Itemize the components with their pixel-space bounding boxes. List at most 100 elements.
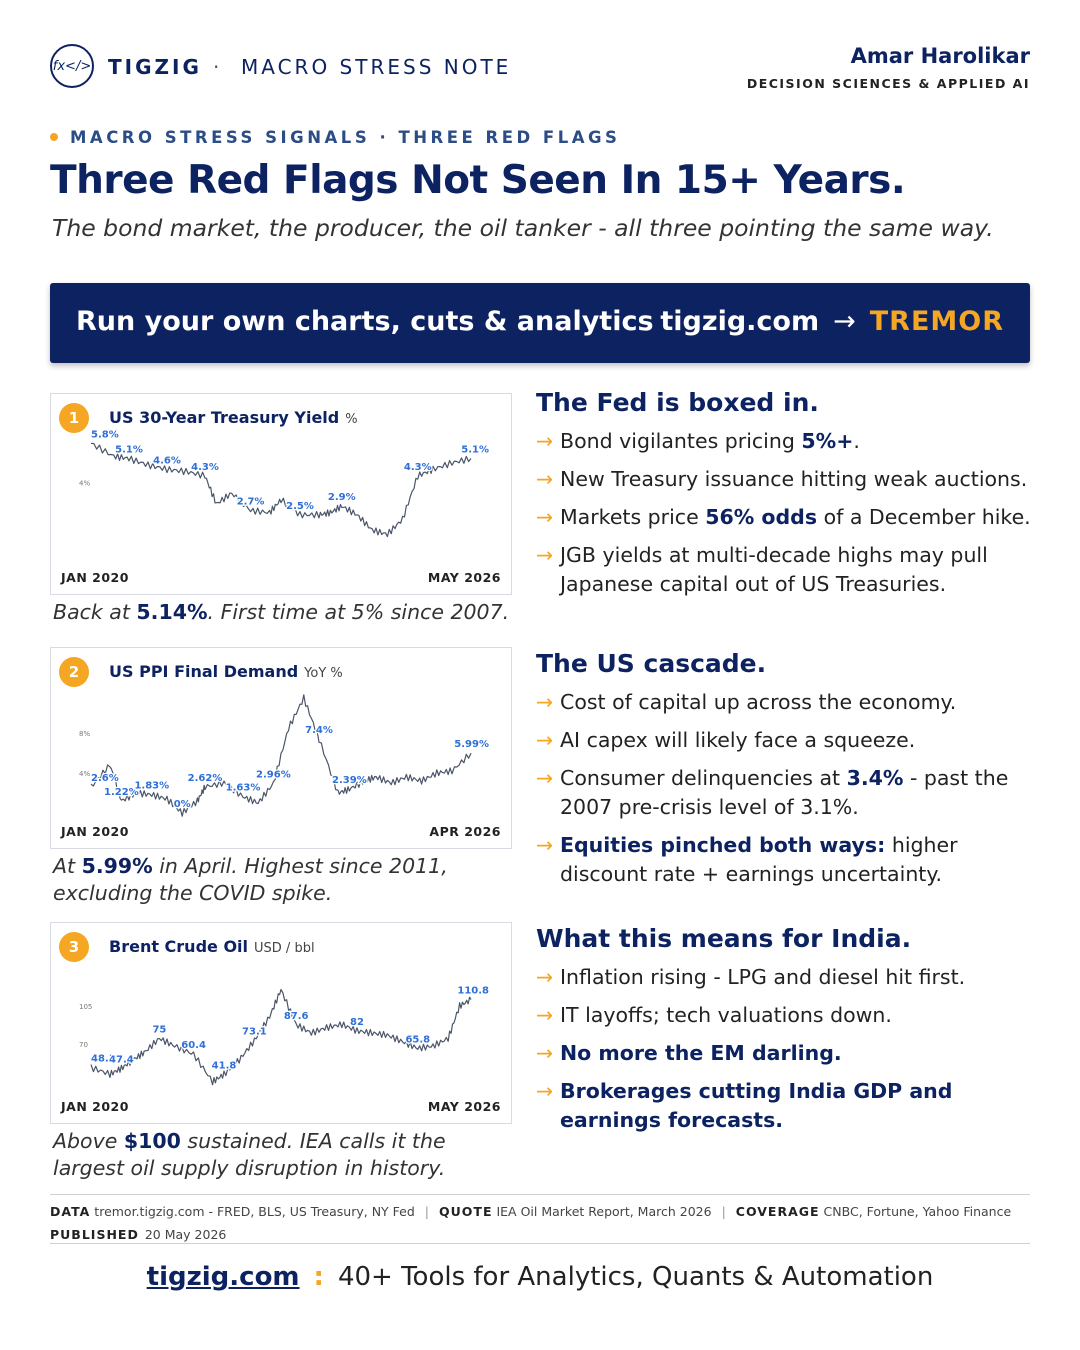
- data-label: 1.22%: [104, 787, 139, 798]
- section-title: The Fed is boxed in.: [536, 388, 819, 417]
- chart-end-date: MAY 2026: [427, 1099, 501, 1114]
- bullet-item: → No more the EM darling.: [536, 1039, 1036, 1068]
- data-label: 7.4%: [305, 725, 333, 736]
- chart-title: US 30-Year Treasury Yield%: [109, 408, 358, 427]
- quote-label: QUOTE: [439, 1204, 493, 1219]
- section-fed: The Fed is boxed in. → Bond vigilantes pr…: [536, 388, 1036, 608]
- bullet-text: higher discount rate + earnings uncertai…: [560, 833, 958, 886]
- chart-title: US PPI Final Demand YoY %: [109, 662, 343, 681]
- data-label: 1.63%: [226, 783, 261, 794]
- data-label: 5.99%: [454, 739, 489, 750]
- data-label: 2.6%: [91, 773, 119, 784]
- data-label: 4.3%: [404, 462, 432, 473]
- data-label: 41.8: [212, 1060, 237, 1071]
- published-label: PUBLISHED: [50, 1227, 139, 1242]
- coverage-value: CNBC, Fortune, Yahoo Finance: [823, 1204, 1012, 1219]
- chart-unit: %: [345, 412, 358, 427]
- banner-text: Run your own charts, cuts & analytics: [76, 306, 654, 337]
- arrow-right-icon: →: [536, 467, 554, 491]
- bullet-text: JGB yields at multi-decade highs may pul…: [560, 543, 988, 596]
- bullet-item: → Consumer delinquencies at 3.4% - past t…: [536, 764, 1036, 822]
- caption-post: sustained. IEA calls it the largest oil …: [53, 1129, 446, 1180]
- data-label: 4.6%: [153, 455, 181, 466]
- section-us-cascade: The US cascade. → Cost of capital up acro…: [536, 649, 1036, 898]
- data-label: 4.3%: [191, 462, 219, 473]
- sources-line: DATA tremor.tigzig.com - FRED, BLS, US T…: [50, 1204, 1011, 1219]
- kicker-text: MACRO STRESS SIGNALS · THREE RED FLAGS: [70, 128, 621, 147]
- bullet-item: → Inflation rising - LPG and diesel hit f…: [536, 963, 1036, 992]
- coverage-label: COVERAGE: [735, 1204, 820, 1219]
- bullet-text: of a December hike.: [817, 505, 1031, 529]
- data-label: 75: [152, 1024, 166, 1035]
- bullet-item: → Cost of capital up across the economy.: [536, 688, 1036, 717]
- arrow-right-icon: →: [536, 766, 554, 790]
- bullet-text: AI capex will likely face a squeeze.: [560, 728, 916, 752]
- banner-link[interactable]: tigzig.com → TREMOR: [660, 306, 1004, 337]
- bullet-item: → Brokerages cutting India GDP and earnin…: [536, 1077, 1036, 1135]
- data-label: 2.7%: [237, 497, 265, 508]
- section-india: What this means for India. → Inflation ri…: [536, 924, 1036, 1144]
- chart-title-text: US 30-Year Treasury Yield: [109, 408, 340, 427]
- series-line: [90, 694, 472, 817]
- data-label: 110.8: [457, 986, 489, 997]
- cta-banner[interactable]: Run your own charts, cuts & analytics ti…: [50, 283, 1030, 363]
- bullet-item: → Bond vigilantes pricing 5%+.: [536, 427, 1036, 456]
- published-date: 20 May 2026: [144, 1227, 227, 1242]
- bullet-item: → AI capex will likely face a squeeze.: [536, 726, 1036, 755]
- caption-bold: 5.14%: [136, 600, 208, 624]
- data-label: DATA: [50, 1204, 91, 1219]
- chart-unit: YoY %: [304, 666, 343, 681]
- note-type: MACRO STRESS NOTE: [241, 55, 512, 79]
- bullet-text: Bond vigilantes pricing: [560, 429, 802, 453]
- data-label: 48.1: [91, 1054, 116, 1065]
- kicker: MACRO STRESS SIGNALS · THREE RED FLAGS: [50, 128, 620, 147]
- data-label: 5.1%: [461, 445, 489, 456]
- bullet-text: Cost of capital up across the economy.: [560, 690, 957, 714]
- chart-start-date: JAN 2020: [61, 1099, 129, 1114]
- colon: :: [313, 1262, 324, 1292]
- data-label: 5.1%: [115, 445, 143, 456]
- arrow-right-icon: →: [536, 429, 554, 453]
- series-line: [90, 988, 472, 1086]
- bullet-bold: Equities pinched both ways:: [560, 833, 886, 857]
- y-tick-label: 4%: [79, 479, 90, 487]
- chart-card-treasury: 4% 5.8% 5.1% 4.6% 4.3% 2.7% 2.5% 2.9% 4.3% 5.1% 1…: [50, 393, 512, 595]
- bullet-item: → Equities pinched both ways: higher disc…: [536, 831, 1036, 889]
- bullet-bold: 56% odds: [705, 505, 818, 529]
- y-tick-label: 8%: [79, 730, 90, 738]
- series-line: [90, 442, 472, 538]
- data-label: 2.39%: [332, 775, 367, 786]
- bullet-item: → IT layoffs; tech valuations down.: [536, 1001, 1036, 1030]
- bullet-bold: No more the EM darling.: [560, 1041, 842, 1065]
- separator: |: [424, 1204, 430, 1219]
- caption-pre: Above: [53, 1129, 124, 1153]
- banner-site[interactable]: tigzig.com: [660, 306, 820, 337]
- chart-caption: Above $100 sustained. IEA calls it the l…: [53, 1128, 523, 1182]
- bullet-bold: 5%+: [801, 429, 854, 453]
- chart-start-date: JAN 2020: [61, 824, 129, 839]
- bullet-item: → Markets price 56% odds of a December hi…: [536, 503, 1036, 532]
- brand-separator: ·: [213, 55, 220, 79]
- chart-title: Brent Crude Oil USD / bbl: [109, 937, 315, 956]
- tigzig-logo-icon[interactable]: fx</>: [50, 44, 94, 88]
- bullet-text: Markets price: [560, 505, 706, 529]
- site-link[interactable]: tigzig.com: [146, 1262, 300, 1292]
- banner-tool[interactable]: TREMOR: [869, 306, 1004, 337]
- footer-divider: [50, 1194, 1030, 1195]
- caption-bold: $100: [123, 1129, 181, 1153]
- y-tick-label: 105: [79, 1003, 92, 1011]
- data-label: 2.62%: [188, 773, 223, 784]
- brand-name: TIGZIG: [108, 55, 202, 79]
- chart-number-badge: 2: [59, 657, 89, 687]
- bullet-text: - past the 2007 pre-crisis level of 3.1%…: [560, 766, 1009, 819]
- page-title: Three Red Flags Not Seen In 15+ Years.: [50, 158, 906, 203]
- data-label: 2.9%: [328, 492, 356, 503]
- bullet-text: .: [853, 429, 860, 453]
- data-label: 2.96%: [256, 769, 291, 780]
- chart-end-date: MAY 2026: [427, 570, 501, 585]
- arrow-right-icon: →: [536, 1079, 554, 1103]
- caption-post: in April. Highest since 2011, excluding …: [53, 854, 448, 905]
- author-name: Amar Harolikar: [850, 44, 1030, 68]
- data-label: 60.4: [181, 1040, 206, 1051]
